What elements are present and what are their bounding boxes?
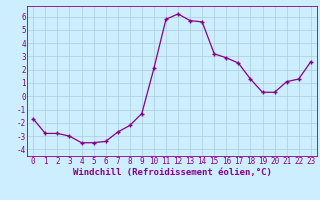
- X-axis label: Windchill (Refroidissement éolien,°C): Windchill (Refroidissement éolien,°C): [73, 168, 271, 177]
